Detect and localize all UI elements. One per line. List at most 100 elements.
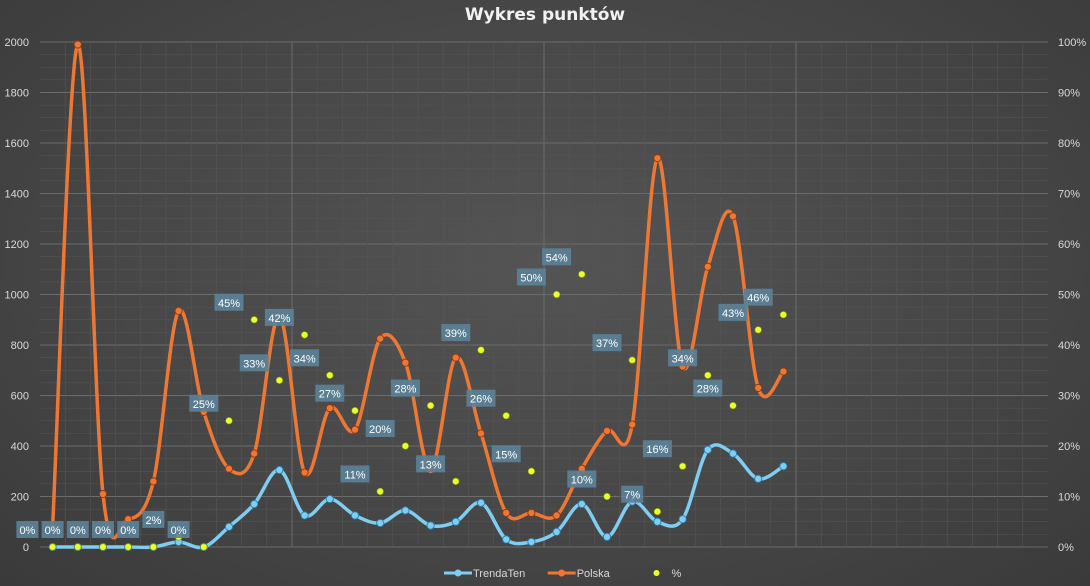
y-right-tick-label: 0% bbox=[1058, 542, 1074, 554]
data-labels: 0% 0% 0% 0% 0%2%0%25%45%33%42%34%27%11%20%28… bbox=[16, 248, 772, 538]
point-polska bbox=[603, 427, 610, 434]
data-label: 28% bbox=[391, 380, 420, 397]
point-polska bbox=[251, 450, 258, 457]
data-label: 28% bbox=[693, 380, 722, 397]
point-polska bbox=[326, 405, 333, 412]
data-label-text: 0% bbox=[120, 525, 136, 537]
point-polska bbox=[553, 512, 560, 519]
data-label: 34% bbox=[668, 349, 697, 366]
point-percent bbox=[503, 412, 510, 419]
data-label-text: 0% bbox=[95, 525, 111, 537]
legend-item-percent[interactable]: % bbox=[654, 568, 682, 580]
legend-item-trendaten[interactable]: TrendaTen bbox=[444, 568, 525, 580]
point-trendaten bbox=[528, 538, 535, 545]
data-label: 11% bbox=[341, 465, 370, 482]
point-percent bbox=[705, 372, 712, 379]
data-label-text: 37% bbox=[596, 338, 618, 350]
data-label-text: 42% bbox=[268, 313, 290, 325]
data-label: 54% bbox=[542, 248, 571, 265]
y-right-tick-label: 60% bbox=[1058, 239, 1080, 251]
point-percent bbox=[327, 372, 334, 379]
point-trendaten bbox=[251, 500, 258, 507]
data-label-text: 26% bbox=[470, 394, 492, 406]
point-percent bbox=[427, 402, 434, 409]
y-right-tick-label: 50% bbox=[1058, 290, 1080, 302]
data-label: 0% bbox=[67, 521, 89, 538]
data-label: 10% bbox=[567, 471, 596, 488]
data-label-text: 0% bbox=[70, 525, 86, 537]
data-label-text: 27% bbox=[319, 389, 341, 401]
data-label-text: 34% bbox=[294, 353, 316, 365]
y-left-tick-label: 200 bbox=[11, 492, 29, 504]
point-percent bbox=[453, 478, 460, 485]
point-percent bbox=[755, 327, 762, 334]
legend-marker bbox=[654, 570, 660, 576]
point-trendaten bbox=[503, 536, 510, 543]
point-trendaten bbox=[477, 499, 484, 506]
point-percent bbox=[276, 377, 283, 384]
data-label: 25% bbox=[189, 395, 218, 412]
legend-label: Polska bbox=[577, 568, 611, 580]
y-right-tick-label: 80% bbox=[1058, 138, 1080, 150]
data-label: 34% bbox=[290, 349, 319, 366]
legend-marker bbox=[558, 570, 565, 577]
point-trendaten bbox=[704, 446, 711, 453]
point-polska bbox=[301, 469, 308, 476]
data-label: 20% bbox=[366, 420, 395, 437]
data-label: 46% bbox=[744, 289, 773, 306]
right-axis: 0% 10% 20% 30% 40% 50% 60% 70% 80% 90% 100% bbox=[1058, 37, 1086, 554]
point-polska bbox=[729, 213, 736, 220]
point-percent bbox=[201, 544, 208, 551]
point-percent bbox=[125, 544, 132, 551]
left-axis: 0200400600800100012001400160018002000 bbox=[5, 37, 29, 554]
point-trendaten bbox=[276, 466, 283, 473]
data-label-text: 0% bbox=[19, 525, 35, 537]
data-label-text: 10% bbox=[571, 475, 593, 487]
data-label: 0% bbox=[117, 521, 139, 538]
point-trendaten bbox=[452, 518, 459, 525]
point-polska bbox=[377, 335, 384, 342]
y-left-tick-label: 600 bbox=[11, 391, 29, 403]
point-polska bbox=[629, 421, 636, 428]
data-label-text: 34% bbox=[672, 353, 694, 365]
data-label-text: 54% bbox=[546, 252, 568, 264]
point-polska bbox=[704, 263, 711, 270]
y-left-tick-label: 1600 bbox=[5, 138, 29, 150]
y-left-tick-label: 800 bbox=[11, 340, 29, 352]
data-label: 27% bbox=[315, 385, 344, 402]
point-trendaten bbox=[225, 523, 232, 530]
data-label: 2% bbox=[142, 511, 164, 528]
legend[interactable]: TrendaTen Polska% bbox=[444, 568, 682, 580]
data-label: 42% bbox=[265, 309, 294, 326]
data-label: 0% bbox=[92, 521, 114, 538]
point-polska bbox=[351, 426, 358, 433]
y-right-tick-label: 40% bbox=[1058, 340, 1080, 352]
point-percent bbox=[100, 544, 107, 551]
point-percent bbox=[780, 311, 787, 318]
data-label-text: 28% bbox=[697, 384, 719, 396]
chart-title: Wykres punktów bbox=[465, 5, 626, 25]
data-label: 26% bbox=[467, 390, 496, 407]
y-left-tick-label: 400 bbox=[11, 441, 29, 453]
point-trendaten bbox=[654, 518, 661, 525]
data-label-text: 28% bbox=[394, 384, 416, 396]
data-label: 15% bbox=[492, 445, 521, 462]
point-percent bbox=[402, 443, 409, 450]
data-label-text: 13% bbox=[420, 459, 442, 471]
point-percent bbox=[301, 332, 308, 339]
y-left-tick-label: 0 bbox=[23, 542, 29, 554]
y-right-tick-label: 20% bbox=[1058, 441, 1080, 453]
y-left-tick-label: 1200 bbox=[5, 239, 29, 251]
data-label-text: 39% bbox=[445, 328, 467, 340]
point-percent bbox=[528, 468, 535, 475]
data-label: 50% bbox=[517, 269, 546, 286]
point-trendaten bbox=[351, 512, 358, 519]
point-percent bbox=[629, 357, 636, 364]
point-trendaten bbox=[755, 475, 762, 482]
data-label: 43% bbox=[719, 304, 748, 321]
legend-item-polska[interactable]: Polska bbox=[548, 568, 611, 580]
data-label: 39% bbox=[441, 324, 470, 341]
point-trendaten bbox=[729, 450, 736, 457]
point-polska bbox=[74, 41, 81, 48]
